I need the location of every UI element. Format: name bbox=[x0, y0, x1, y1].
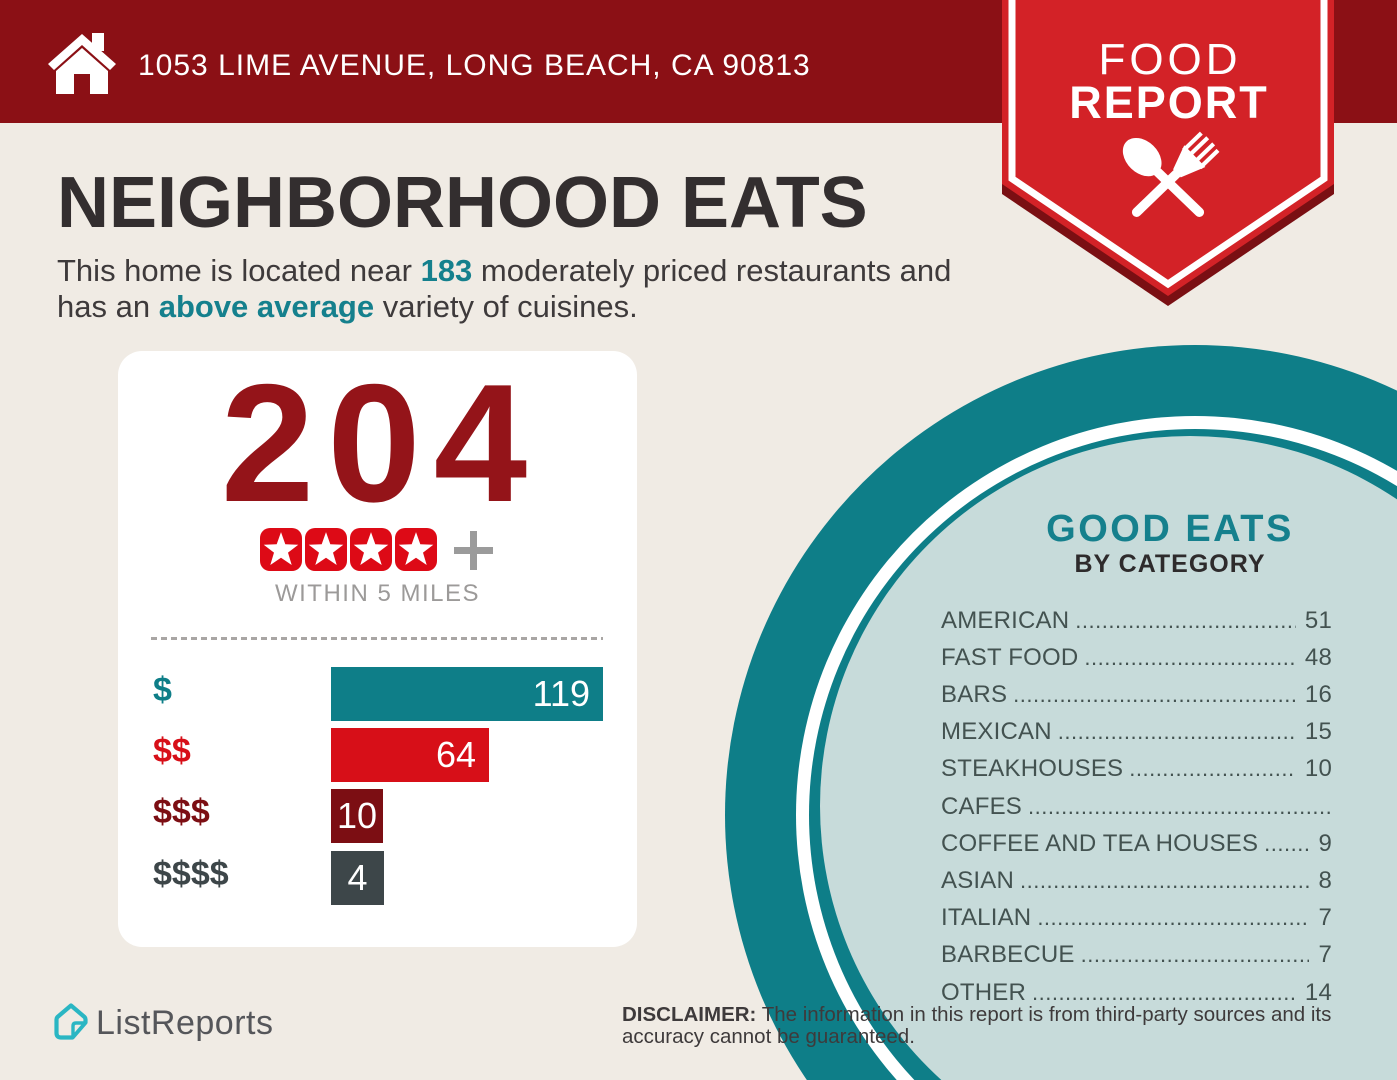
svg-text:FOOD: FOOD bbox=[1098, 35, 1241, 84]
svg-text:REPORT: REPORT bbox=[1069, 77, 1269, 128]
